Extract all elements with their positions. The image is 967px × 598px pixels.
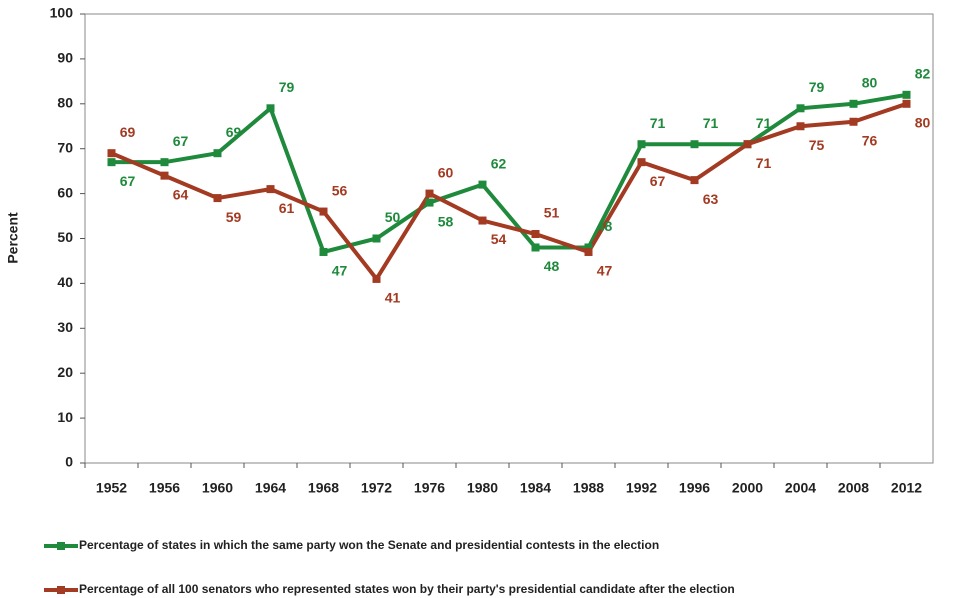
point-marker	[425, 189, 434, 198]
point-marker	[584, 243, 593, 252]
data-label: 47	[597, 263, 613, 279]
series-line	[110, 101, 908, 283]
data-label: 71	[756, 115, 772, 131]
data-label: 60	[438, 164, 454, 180]
point-marker	[372, 234, 381, 243]
data-label: 56	[332, 182, 348, 198]
point-marker	[266, 104, 275, 113]
point-marker	[160, 171, 169, 180]
data-label: 58	[438, 213, 454, 229]
data-label: 67	[173, 133, 189, 149]
x-tick-label: 2000	[732, 480, 763, 496]
point-marker	[213, 194, 222, 203]
data-label: 80	[915, 115, 931, 131]
y-tick-label: 0	[65, 454, 73, 470]
data-label: 48	[544, 258, 560, 274]
point-marker	[796, 122, 805, 131]
point-marker	[478, 216, 487, 225]
x-tick-label: 1980	[467, 480, 498, 496]
y-axis-label: Percent	[5, 212, 21, 264]
x-tick-label: 1988	[573, 480, 604, 496]
y-tick-label: 20	[57, 364, 73, 380]
x-tick-label: 1968	[308, 480, 339, 496]
data-label: 63	[703, 191, 719, 207]
data-label: 79	[809, 79, 825, 95]
x-tick-label: 1956	[149, 480, 180, 496]
point-marker	[849, 117, 858, 126]
data-label: 71	[703, 115, 719, 131]
x-tick-label: 1964	[255, 480, 286, 496]
point-marker	[531, 230, 540, 239]
y-tick-label: 90	[57, 50, 73, 66]
x-tick-label: 1952	[96, 480, 127, 496]
data-label: 47	[332, 263, 348, 279]
point-marker	[160, 158, 169, 167]
data-label: 59	[226, 209, 242, 225]
point-marker	[584, 247, 593, 256]
data-label: 67	[120, 173, 136, 189]
y-tick-label: 70	[57, 139, 73, 155]
y-tick-label: 50	[57, 229, 73, 245]
plot-frame	[84, 13, 934, 464]
y-tick-label: 10	[57, 409, 73, 425]
point-marker	[531, 243, 540, 252]
x-tick-label: 2008	[838, 480, 869, 496]
legend-label: Percentage of states in which the same p…	[79, 538, 659, 552]
point-marker	[319, 207, 328, 216]
y-tick-label: 100	[50, 5, 74, 21]
data-label: 71	[650, 115, 666, 131]
data-label: 64	[173, 186, 189, 202]
data-label: 80	[862, 75, 878, 91]
data-label: 75	[809, 137, 825, 153]
data-label: 79	[279, 79, 295, 95]
data-label: 41	[385, 290, 401, 306]
series-line	[111, 92, 907, 255]
data-label: 51	[544, 205, 560, 221]
point-marker	[319, 247, 328, 256]
x-tick-label: 2004	[785, 480, 816, 496]
x-tick-label: 1996	[679, 480, 710, 496]
data-label: 62	[491, 155, 507, 171]
x-tick-label: 1960	[202, 480, 233, 496]
point-marker	[107, 149, 116, 158]
legend-label: Percentage of all 100 senators who repre…	[79, 582, 735, 596]
point-marker	[849, 99, 858, 108]
data-label: 82	[915, 66, 931, 82]
point-marker	[796, 104, 805, 113]
point-marker	[372, 274, 381, 283]
point-marker	[743, 140, 752, 149]
y-tick-label: 60	[57, 184, 73, 200]
point-marker	[107, 158, 116, 167]
point-marker	[690, 176, 699, 185]
legend-marker	[57, 542, 65, 550]
data-label: 50	[385, 209, 401, 225]
point-marker	[266, 185, 275, 194]
data-label: 67	[650, 173, 666, 189]
data-label: 69	[120, 124, 136, 140]
data-label: 54	[491, 231, 507, 247]
x-tick-label: 1976	[414, 480, 445, 496]
x-tick-label: 1992	[626, 480, 657, 496]
point-marker	[637, 158, 646, 167]
x-tick-label: 2012	[891, 480, 922, 496]
data-label: 71	[756, 155, 772, 171]
data-label: 69	[226, 124, 242, 140]
data-label: 76	[862, 132, 878, 148]
legend-marker	[57, 586, 65, 594]
point-marker	[902, 99, 911, 108]
x-tick-label: 1984	[520, 480, 551, 496]
point-marker	[690, 140, 699, 149]
point-marker	[902, 90, 911, 99]
y-tick-label: 30	[57, 319, 73, 335]
data-label: 48	[597, 218, 613, 234]
point-marker	[637, 140, 646, 149]
point-marker	[213, 149, 222, 158]
x-tick-label: 1972	[361, 480, 392, 496]
point-marker	[425, 198, 434, 207]
point-marker	[478, 180, 487, 189]
y-tick-label: 40	[57, 274, 73, 290]
data-label: 61	[279, 200, 295, 216]
y-tick-label: 80	[57, 95, 73, 111]
